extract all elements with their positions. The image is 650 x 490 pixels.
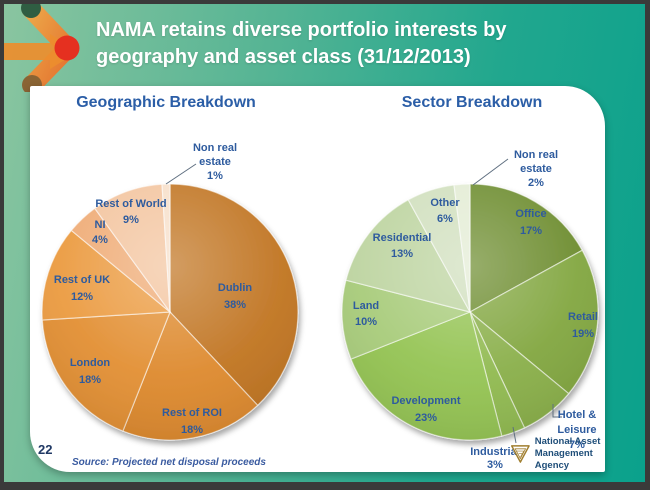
label-leader-line xyxy=(165,163,197,185)
slide-title-line2: geography and asset class (31/12/2013) xyxy=(96,46,471,68)
slice-label-ni: NI 4% xyxy=(92,219,108,246)
source-note: Source: Projected net disposal proceeds xyxy=(72,457,266,468)
pie-charts-canvas: Dublin 38% Rest of ROI 18% London 18% Rest of … xyxy=(41,142,599,471)
slice-label-rest-of-world: Rest of World 9% xyxy=(95,198,166,226)
slice-label-industrial: Industrial 3% xyxy=(470,446,520,471)
slide-background: NAMA retains diverse portfolio interests… xyxy=(4,4,645,482)
pie-sheen-overlay xyxy=(42,184,298,440)
green-dot xyxy=(21,4,41,18)
content-card: Geographic Breakdown Sector Breakdown Du… xyxy=(30,86,605,472)
agency-name-line1: National Asset xyxy=(534,436,601,447)
slice-label-land: Land 10% xyxy=(353,300,379,328)
slice-label-non-real: Non real estate 2% xyxy=(514,149,558,189)
slice-label-residential: Residential 13% xyxy=(373,232,432,260)
slice-label-other: Other 6% xyxy=(430,197,460,225)
nama-triangle-icon xyxy=(510,445,530,463)
slice-label-retail: Retail 19% xyxy=(568,311,598,340)
slice-label-rest-of-uk: Rest of UK 12% xyxy=(54,274,110,303)
geographic-breakdown-pie xyxy=(41,183,299,441)
slice-label-rest-of-roi: Rest of ROI 18% xyxy=(162,407,222,436)
label-leader-line xyxy=(512,426,517,444)
label-leader-line xyxy=(552,404,562,418)
slide-title: NAMA retains diverse portfolio interests… xyxy=(96,17,605,71)
sector-chart-title: Sector Breakdown xyxy=(401,94,543,111)
geographic-chart-title: Geographic Breakdown xyxy=(76,94,256,111)
slide-title-line1: NAMA retains diverse portfolio interests… xyxy=(96,19,507,41)
slice-label-development: Development 23% xyxy=(391,395,460,424)
label-leader-line xyxy=(472,158,509,186)
slice-label-office: Office 17% xyxy=(515,208,546,237)
slice-label-non-real: Non real estate 1% xyxy=(193,142,237,182)
slice-label-dublin: Dublin 38% xyxy=(218,282,252,311)
nama-agency-logo: National Asset Management Agency xyxy=(510,436,605,472)
pie-sheen-overlay xyxy=(342,184,598,440)
agency-name: National Asset Management Agency xyxy=(535,436,605,472)
red-dot xyxy=(54,35,80,61)
agency-name-line2: Management Agency xyxy=(534,448,593,471)
sector-breakdown-pie xyxy=(341,183,599,441)
page-number: 22 xyxy=(38,442,53,457)
nama-arrow-logo xyxy=(4,4,80,92)
slice-label-hotel-: Hotel & Leisure 7% xyxy=(557,409,596,451)
slice-label-london: London 18% xyxy=(70,357,111,386)
